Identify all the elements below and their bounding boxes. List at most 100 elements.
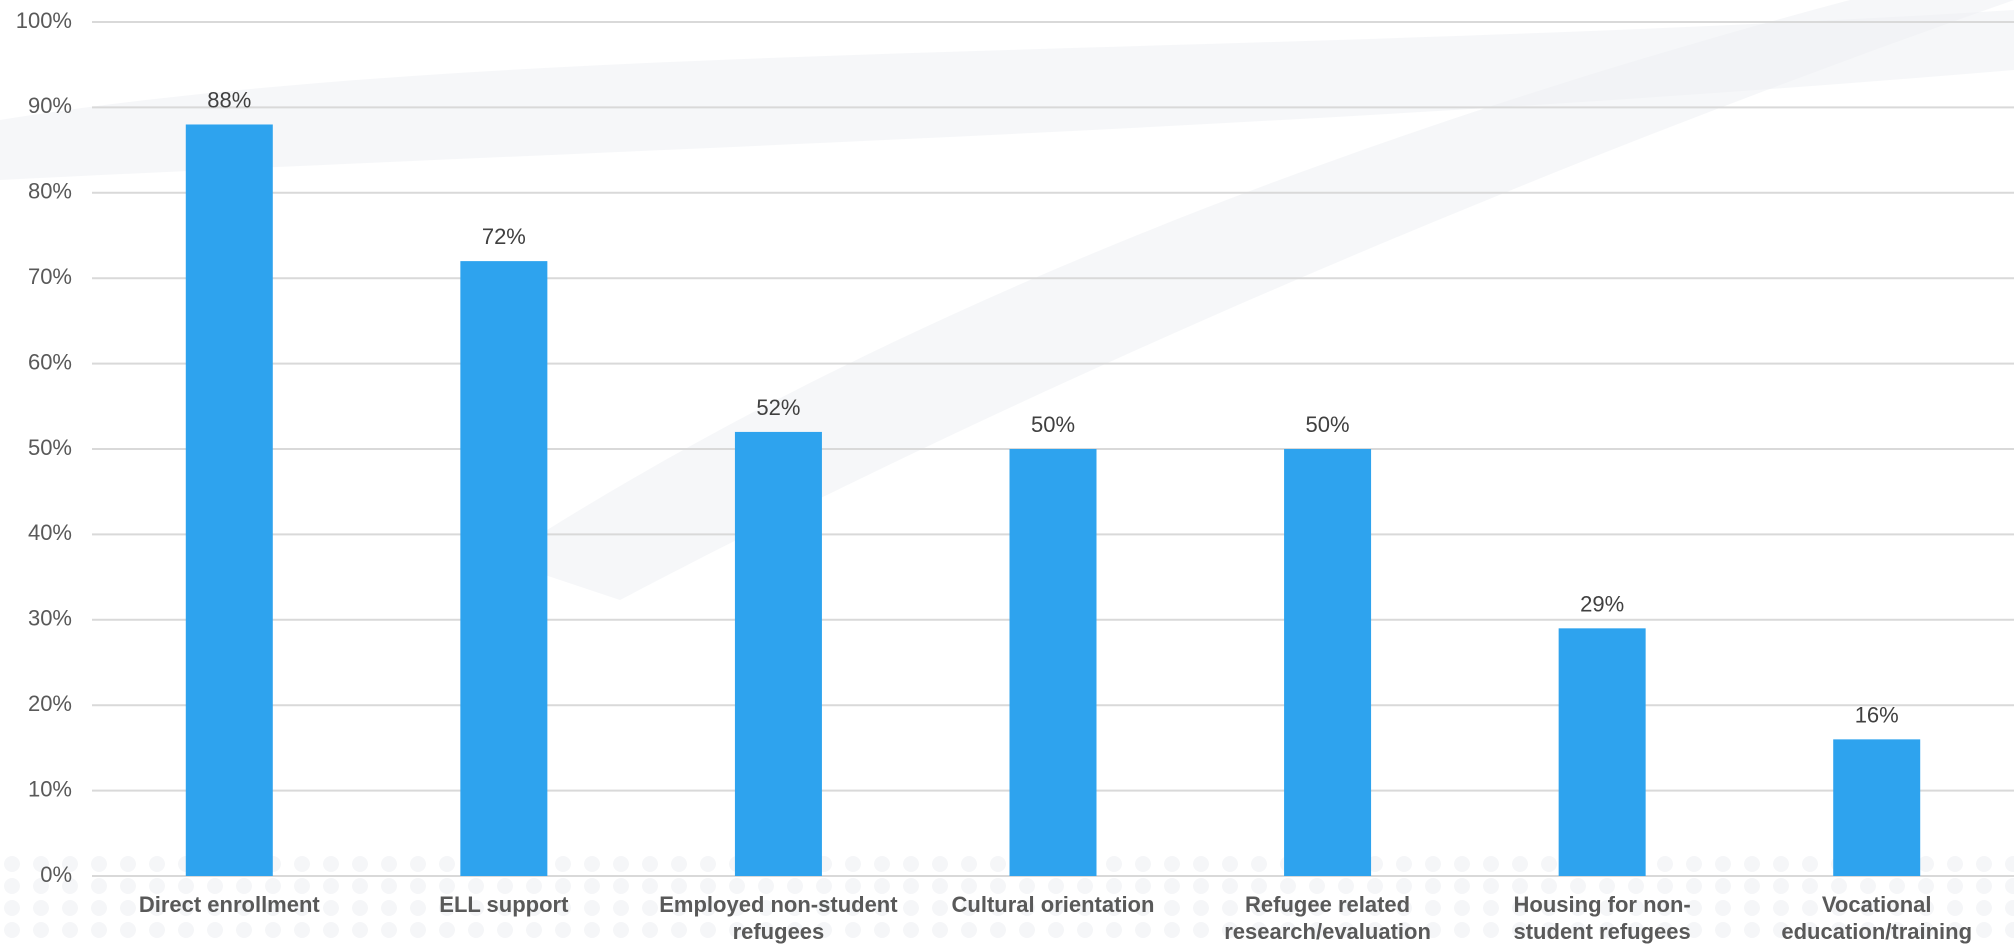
background-dot [1019,922,1035,938]
background-dot [1425,878,1441,894]
background-dot [1715,922,1731,938]
bar [1558,628,1646,876]
background-dot [1048,900,1064,916]
background-dot [33,878,49,894]
y-tick-label: 100% [16,8,72,33]
background-dot [352,900,368,916]
background-dot [497,900,513,916]
background-dot [1425,856,1441,872]
background-dot [1193,922,1209,938]
bar [1009,449,1097,876]
background-dot [1715,878,1731,894]
background-dot [120,856,136,872]
background-dot [1744,922,1760,938]
y-tick-label: 80% [28,179,72,204]
background-dot [2005,878,2014,894]
background-dot [1309,922,1325,938]
background-dot [62,922,78,938]
bar-value-label: 50% [1031,412,1075,437]
background-dot [787,900,803,916]
background-dot [1048,878,1064,894]
background-dot [1686,922,1702,938]
background-dot [526,878,542,894]
background-dot [178,900,194,916]
background-dot [33,922,49,938]
background-dot [1541,856,1557,872]
background-dot [1860,922,1876,938]
background-dot [845,900,861,916]
background-dot [120,900,136,916]
background-dot [4,900,20,916]
background-dot [700,856,716,872]
background-dot [729,878,745,894]
background-dot [874,878,890,894]
background-dot [381,922,397,938]
background-dot [845,922,861,938]
background-dot [1454,900,1470,916]
background-dot [1251,900,1267,916]
background-dot [1106,922,1122,938]
background-dot [439,856,455,872]
background-dot [439,900,455,916]
background-dot [613,856,629,872]
background-dot [1164,878,1180,894]
background-dot [874,856,890,872]
background-dot [468,900,484,916]
background-dot [990,856,1006,872]
background-dot [1164,856,1180,872]
background-dot [323,922,339,938]
background-dot [1976,900,1992,916]
background-dot [961,922,977,938]
background-dot [265,922,281,938]
x-category-label: Direct enrollment [139,892,321,917]
background-dot [1773,922,1789,938]
background-dot [1657,900,1673,916]
background-dot [1425,922,1441,938]
background-dot [1019,878,1035,894]
background-dot [1309,878,1325,894]
background-dot [671,878,687,894]
background-dot [1976,856,1992,872]
background-dot [729,922,745,938]
background-dot [1106,878,1122,894]
background-dot [1570,922,1586,938]
background-dot [526,922,542,938]
background-dot [1135,856,1151,872]
background-dot [555,900,571,916]
background-dot [1947,900,1963,916]
background-dot [845,878,861,894]
background-dot [1135,878,1151,894]
background-dot [903,878,919,894]
background-dot [1570,878,1586,894]
background-dot [468,878,484,894]
background-dot [265,878,281,894]
background-dot [932,900,948,916]
background-dot [352,856,368,872]
background-dot [1193,878,1209,894]
background-dot [294,856,310,872]
background-dot [2005,922,2014,938]
background-dot [1947,922,1963,938]
background-dot [1280,900,1296,916]
background-dot [1454,878,1470,894]
background-dot [1802,922,1818,938]
x-category-label: Cultural orientation [952,892,1155,917]
background-dot [1599,900,1615,916]
y-tick-label: 10% [28,776,72,801]
background-dot [410,900,426,916]
background-dot [671,900,687,916]
background-dot [1715,900,1731,916]
background-dot [555,878,571,894]
x-category-label: Housing for non-student refugees [1514,892,1691,944]
x-category-label: Refugee related research/evaluation [1224,892,1431,944]
background-dot [961,878,977,894]
background-dot [1802,878,1818,894]
background-dot [1454,922,1470,938]
background-dot [91,856,107,872]
background-dot [903,922,919,938]
data-labels: 88% 72% 52% 50% 50% 29% 16% [207,87,1898,727]
background-dot [816,900,832,916]
background-dot [1251,856,1267,872]
background-dot [1831,922,1847,938]
background-dot [1918,922,1934,938]
